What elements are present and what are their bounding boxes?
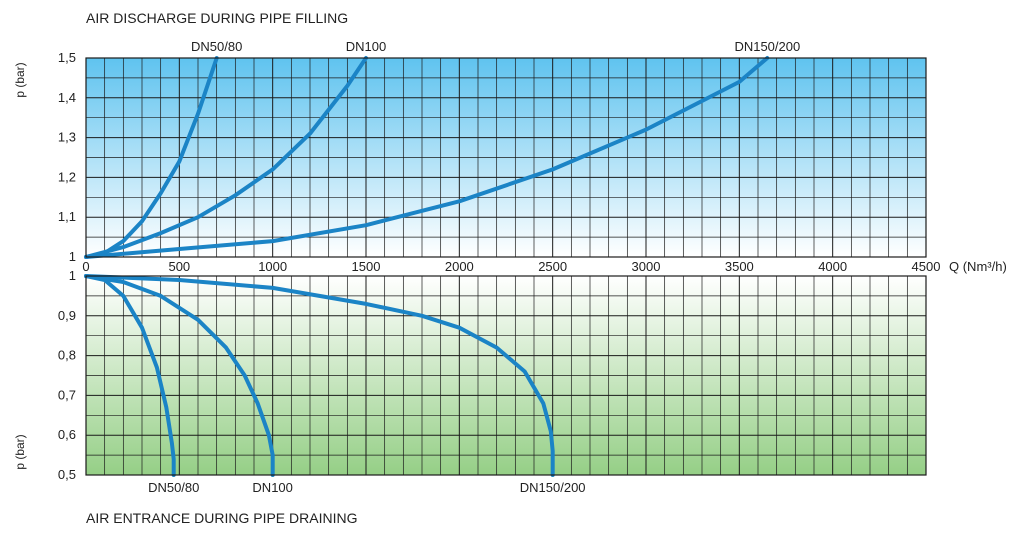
x-axis-label: Q (Nm³/h) — [949, 259, 1007, 274]
x-tick-label: 2500 — [538, 259, 567, 274]
bottom-y-tick-label: 0,9 — [58, 308, 76, 323]
x-tick-label: 4000 — [818, 259, 847, 274]
x-tick-label: 3500 — [725, 259, 754, 274]
x-tick-label: 1000 — [258, 259, 287, 274]
top-y-tick-label: 1,3 — [58, 130, 76, 145]
x-tick-label: 1500 — [352, 259, 381, 274]
top-series-label: DN100 — [346, 39, 386, 54]
top-series-label: DN50/80 — [191, 39, 242, 54]
bottom-y-tick-label: 0,6 — [58, 427, 76, 442]
top-plot-frame — [85, 57, 927, 258]
x-tick-label: 2000 — [445, 259, 474, 274]
bottom-chart-title: AIR ENTRANCE DURING PIPE DRAINING — [86, 510, 357, 526]
top-y-tick-label: 1,1 — [58, 209, 76, 224]
bottom-series-label: DN50/80 — [148, 480, 199, 495]
x-tick-label: 3000 — [632, 259, 661, 274]
bottom-series-dn150-200 — [84, 274, 555, 477]
plot-layer: 1 1,1 1,2 1,3 1,4 1,5 DN50/80 DN100 DN150/200 0,5… — [58, 39, 941, 495]
top-y-tick-label: 1,5 — [58, 50, 76, 65]
top-y-tick-label: 1 — [69, 249, 76, 264]
bottom-y-tick-label: 0,5 — [58, 467, 76, 482]
bottom-y-tick-label: 1 — [69, 268, 76, 283]
x-tick-label: 0 — [82, 259, 89, 274]
bottom-plot-frame — [85, 275, 927, 476]
top-y-axis-label: p (bar) — [13, 62, 27, 97]
bottom-y-tick-label: 0,8 — [58, 348, 76, 363]
bottom-y-tick-label: 0,7 — [58, 387, 76, 402]
x-tick-label: 500 — [168, 259, 190, 274]
bottom-y-axis-label: p (bar) — [13, 434, 27, 469]
bottom-series-label: DN100 — [252, 480, 292, 495]
top-series-dn150-200 — [84, 56, 770, 259]
top-y-tick-label: 1,4 — [58, 90, 76, 105]
top-y-tick-label: 1,2 — [58, 169, 76, 184]
bottom-series-dn50-80 — [84, 274, 176, 477]
bottom-series-dn100 — [84, 274, 275, 477]
top-series-label: DN150/200 — [734, 39, 800, 54]
bottom-series-label: DN150/200 — [520, 480, 586, 495]
top-series-dn100 — [84, 56, 368, 259]
top-chart-title: AIR DISCHARGE DURING PIPE FILLING — [86, 10, 348, 26]
x-tick-label: 4500 — [912, 259, 941, 274]
